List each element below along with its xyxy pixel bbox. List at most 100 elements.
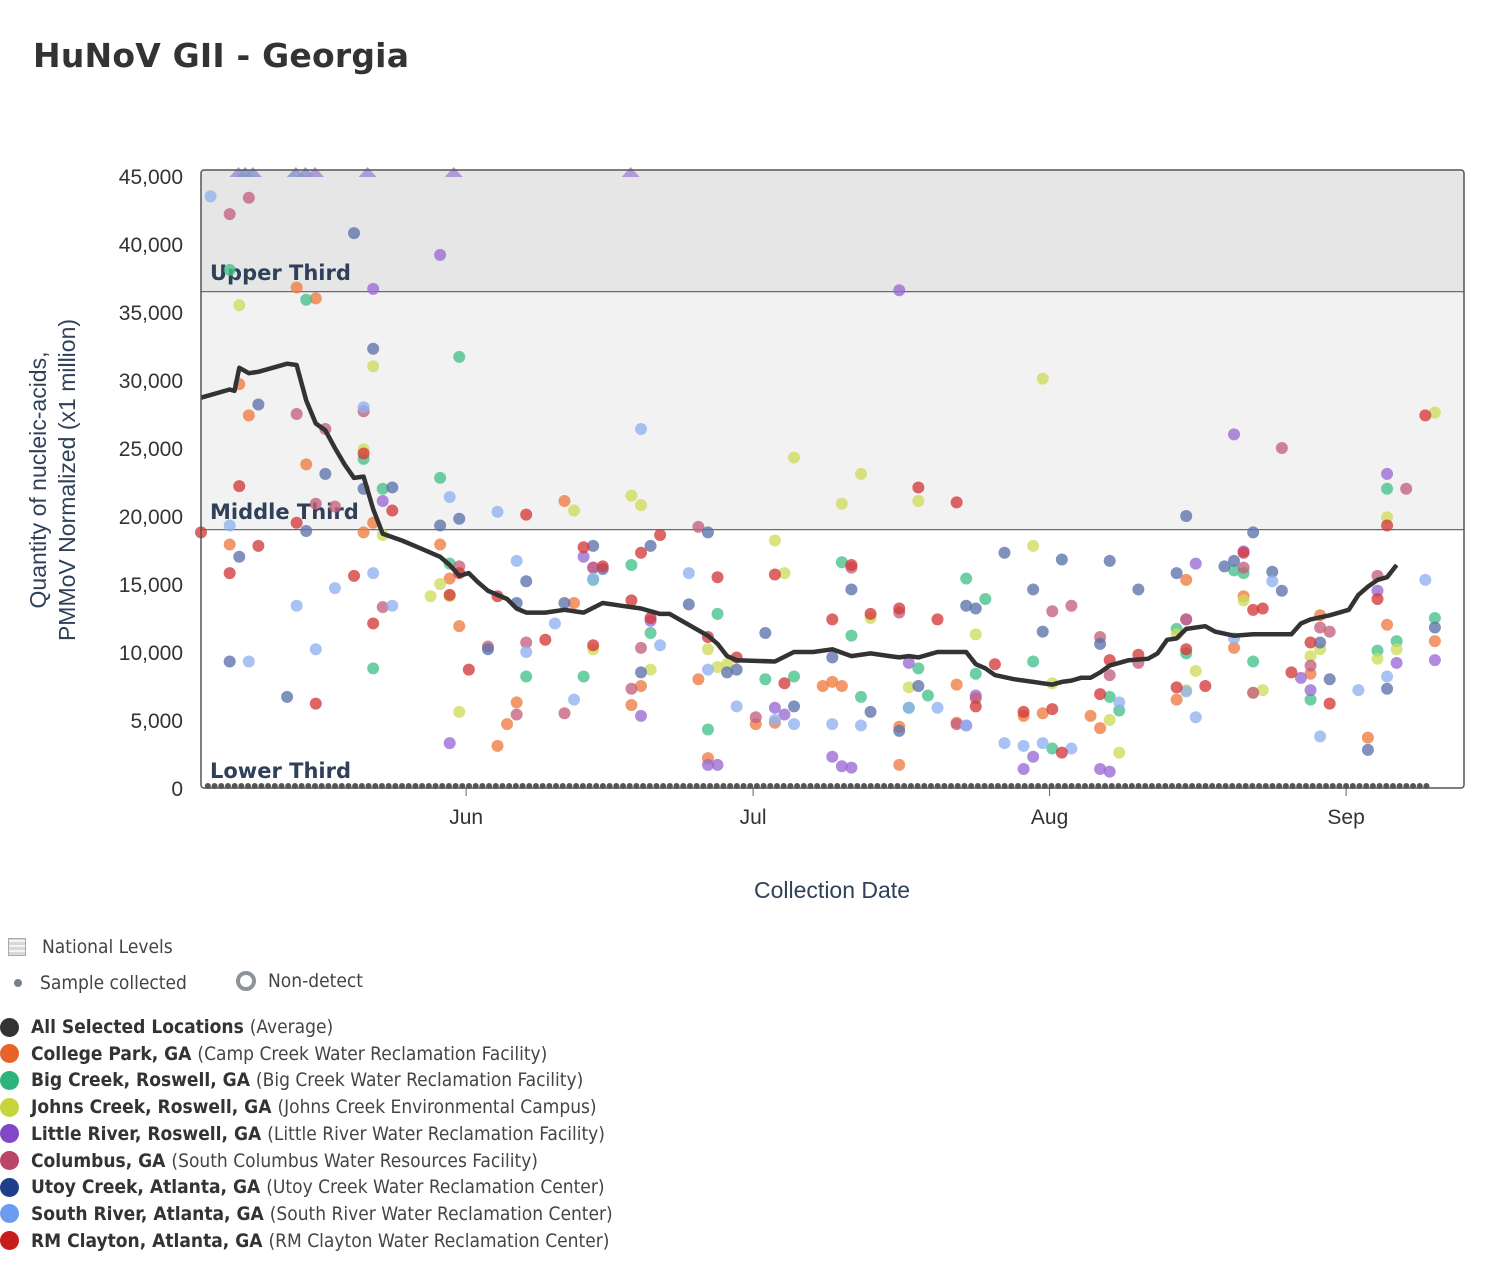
data-point-4[interactable] bbox=[558, 707, 571, 720]
data-point-4[interactable] bbox=[1180, 613, 1193, 626]
data-point-2[interactable] bbox=[1027, 539, 1040, 552]
data-point-6[interactable] bbox=[242, 655, 255, 668]
data-point-7[interactable] bbox=[711, 571, 724, 584]
data-point-6[interactable] bbox=[826, 718, 839, 731]
data-point-6[interactable] bbox=[520, 646, 533, 658]
data-point-0[interactable] bbox=[1170, 693, 1183, 706]
legend-location-7[interactable]: South River, Atlanta, GA (South River Wat… bbox=[0, 1203, 613, 1225]
data-point-3[interactable] bbox=[902, 656, 915, 669]
data-point-7[interactable] bbox=[577, 541, 590, 554]
data-point-1[interactable] bbox=[453, 350, 466, 363]
legend-location-0[interactable]: All Selected Locations (Average) bbox=[0, 1016, 333, 1038]
data-point-0[interactable] bbox=[223, 538, 236, 551]
overflow-marker[interactable] bbox=[243, 167, 262, 177]
data-point-7[interactable] bbox=[443, 588, 456, 601]
data-point-0[interactable] bbox=[510, 696, 523, 709]
data-point-7[interactable] bbox=[1170, 681, 1183, 694]
data-point-5[interactable] bbox=[701, 526, 714, 539]
data-point-2[interactable] bbox=[434, 578, 447, 590]
data-point-1[interactable] bbox=[520, 670, 533, 683]
data-point-3[interactable] bbox=[434, 248, 447, 261]
data-point-7[interactable] bbox=[1285, 666, 1298, 679]
data-point-0[interactable] bbox=[309, 292, 322, 305]
data-point-5[interactable] bbox=[233, 550, 246, 563]
data-point-5[interactable] bbox=[634, 666, 647, 679]
data-point-6[interactable] bbox=[654, 639, 667, 652]
data-point-7[interactable] bbox=[223, 567, 236, 580]
data-point-2[interactable] bbox=[969, 628, 982, 641]
data-point-4[interactable] bbox=[625, 682, 638, 695]
data-point-7[interactable] bbox=[462, 663, 475, 676]
data-point-4[interactable] bbox=[242, 191, 255, 204]
data-point-1[interactable] bbox=[711, 607, 724, 620]
data-point-4[interactable] bbox=[1247, 686, 1260, 699]
data-point-7[interactable] bbox=[348, 569, 361, 582]
data-point-0[interactable] bbox=[443, 572, 456, 585]
data-point-5[interactable] bbox=[1247, 526, 1260, 539]
data-point-6[interactable] bbox=[568, 693, 581, 706]
data-point-7[interactable] bbox=[845, 558, 858, 571]
data-point-3[interactable] bbox=[1228, 428, 1241, 441]
data-point-5[interactable] bbox=[386, 481, 399, 494]
data-point-5[interactable] bbox=[730, 663, 743, 676]
legend-national-levels[interactable]: National Levels bbox=[0, 936, 173, 958]
data-point-3[interactable] bbox=[1017, 762, 1030, 775]
data-point-5[interactable] bbox=[721, 666, 734, 679]
data-point-0[interactable] bbox=[453, 620, 466, 633]
data-point-7[interactable] bbox=[1381, 519, 1394, 532]
legend-location-5[interactable]: Columbus, GA (South Columbus Water Resour… bbox=[0, 1150, 538, 1172]
data-point-3[interactable] bbox=[835, 760, 848, 773]
data-point-1[interactable] bbox=[912, 662, 925, 675]
data-point-3[interactable] bbox=[443, 737, 456, 750]
data-point-6[interactable] bbox=[1180, 685, 1193, 698]
data-point-5[interactable] bbox=[1361, 743, 1374, 756]
data-point-0[interactable] bbox=[501, 718, 514, 731]
data-point-6[interactable] bbox=[960, 719, 973, 732]
data-point-3[interactable] bbox=[893, 284, 906, 297]
data-point-6[interactable] bbox=[1036, 737, 1049, 750]
data-point-2[interactable] bbox=[788, 451, 801, 464]
data-point-5[interactable] bbox=[912, 680, 925, 692]
data-point-2[interactable] bbox=[1113, 746, 1126, 759]
legend-non-detect[interactable]: Non-detect bbox=[236, 970, 363, 992]
overflow-marker[interactable] bbox=[305, 167, 324, 177]
data-point-2[interactable] bbox=[453, 705, 466, 718]
data-point-6[interactable] bbox=[587, 572, 600, 585]
data-point-4[interactable] bbox=[749, 711, 762, 724]
data-point-6[interactable] bbox=[1113, 696, 1126, 709]
data-point-2[interactable] bbox=[1189, 665, 1202, 678]
data-point-7[interactable] bbox=[252, 539, 265, 552]
data-point-4[interactable] bbox=[520, 636, 533, 649]
data-point-1[interactable] bbox=[223, 263, 236, 276]
data-point-7[interactable] bbox=[988, 658, 1001, 671]
data-point-4[interactable] bbox=[692, 520, 705, 533]
data-point-0[interactable] bbox=[893, 758, 906, 771]
data-point-7[interactable] bbox=[309, 697, 322, 710]
data-point-7[interactable] bbox=[950, 496, 963, 509]
data-point-6[interactable] bbox=[309, 643, 322, 656]
overflow-marker[interactable] bbox=[621, 167, 640, 177]
data-point-6[interactable] bbox=[730, 700, 743, 713]
data-point-0[interactable] bbox=[826, 675, 839, 688]
data-point-2[interactable] bbox=[1428, 406, 1441, 419]
data-point-0[interactable] bbox=[290, 281, 303, 294]
data-point-3[interactable] bbox=[1390, 656, 1403, 669]
data-point-2[interactable] bbox=[711, 660, 724, 673]
data-point-7[interactable] bbox=[1247, 603, 1260, 616]
data-point-0[interactable] bbox=[1084, 709, 1097, 722]
data-point-3[interactable] bbox=[701, 758, 714, 771]
data-point-3[interactable] bbox=[634, 709, 647, 722]
data-point-5[interactable] bbox=[281, 690, 294, 703]
data-point-0[interactable] bbox=[1228, 641, 1241, 654]
data-point-7[interactable] bbox=[969, 700, 982, 713]
data-point-6[interactable] bbox=[1419, 573, 1432, 586]
data-point-1[interactable] bbox=[835, 556, 848, 569]
data-point-4[interactable] bbox=[376, 601, 389, 614]
data-point-5[interactable] bbox=[644, 539, 657, 552]
data-point-4[interactable] bbox=[328, 500, 341, 513]
data-point-0[interactable] bbox=[1381, 618, 1394, 631]
data-point-6[interactable] bbox=[1352, 684, 1365, 697]
data-point-4[interactable] bbox=[1046, 605, 1059, 618]
data-point-3[interactable] bbox=[1304, 684, 1317, 697]
data-point-4[interactable] bbox=[1314, 621, 1327, 634]
